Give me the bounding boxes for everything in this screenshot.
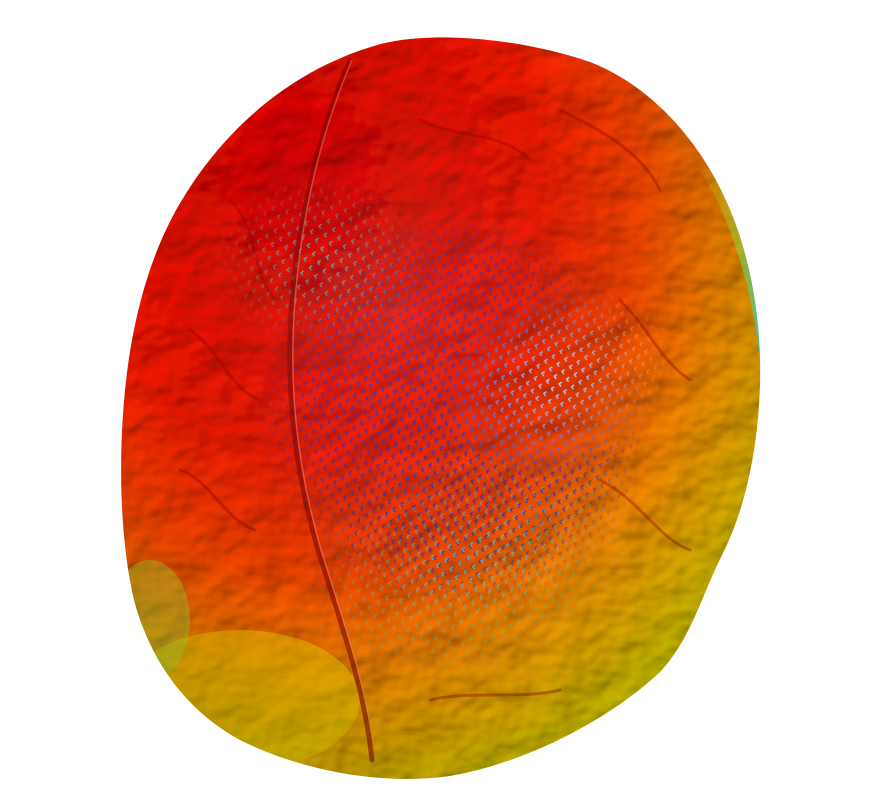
brain-surface [121,37,761,779]
